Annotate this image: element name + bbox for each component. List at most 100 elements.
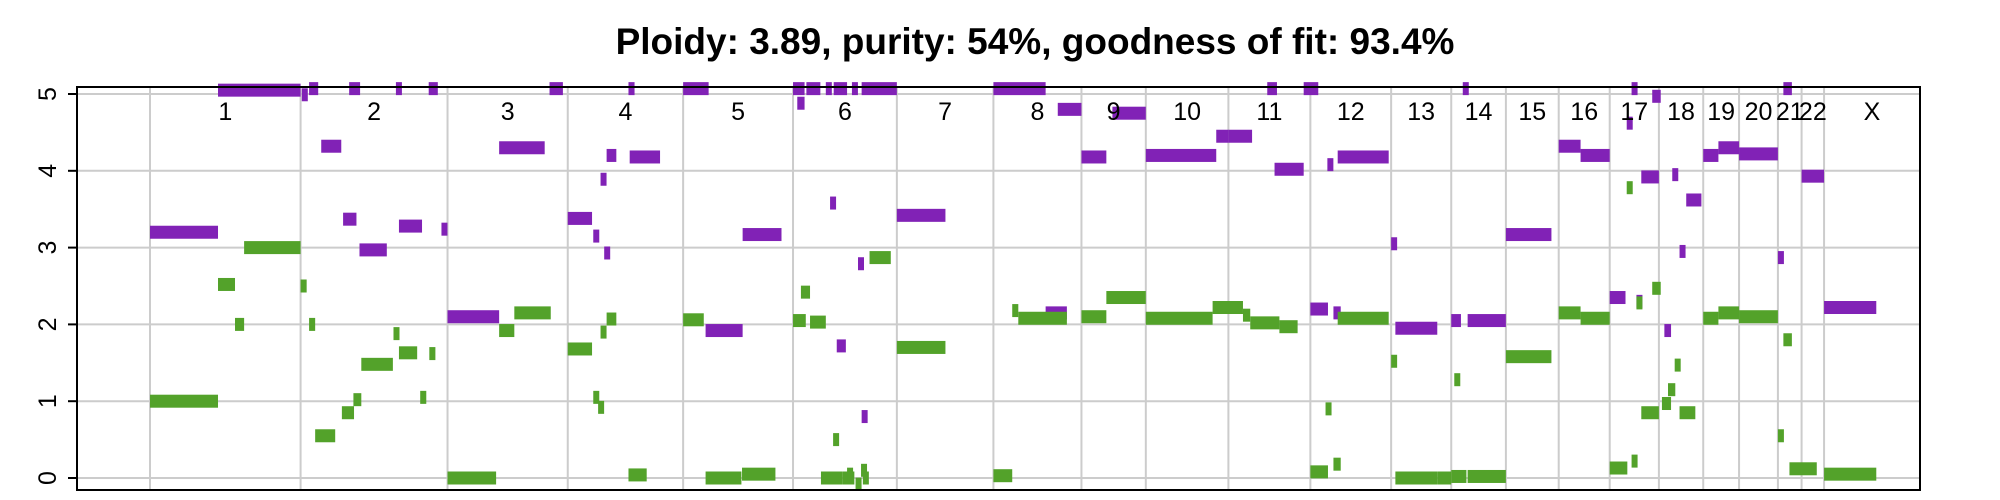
major-allele-segment (1718, 141, 1740, 155)
minor-allele-segment (598, 400, 605, 414)
minor-allele-segment (847, 467, 854, 481)
grid-lines (77, 87, 1920, 490)
minor-allele-segment (1081, 310, 1107, 324)
major-allele-segment (1783, 82, 1792, 96)
major-allele-segment (321, 139, 342, 153)
minor-allele-segment (600, 325, 607, 339)
major-allele-segment (1228, 129, 1253, 143)
minor-allele-segment (567, 342, 593, 356)
minor-allele-segment (1279, 320, 1298, 334)
minor-allele-segment (315, 429, 336, 443)
major-allele-segment (1081, 150, 1107, 164)
major-allele-segment (150, 225, 219, 239)
minor-allele-segment (742, 467, 776, 481)
major-allele-segment (1451, 314, 1461, 328)
major-allele-segment (629, 150, 661, 164)
major-allele-segment (398, 219, 423, 233)
major-allele-segment (1679, 244, 1686, 258)
minor-allele-segment (1777, 429, 1784, 443)
major-allele-segment (1274, 162, 1304, 176)
minor-allele-segment (353, 393, 362, 407)
minor-allele-segment (862, 471, 869, 485)
chromosome-label: 17 (1620, 98, 1648, 126)
minor-allele-segment (820, 471, 843, 485)
y-axis: 0 1 2 3 4 5 (34, 87, 77, 485)
major-allele-segment (309, 82, 319, 96)
major-allele-segment (1303, 82, 1319, 96)
minor-allele-segment (1018, 311, 1067, 325)
minor-allele-segment (1242, 308, 1251, 322)
minor-allele-segment (855, 477, 862, 491)
chromosome-label: 21 (1776, 98, 1804, 126)
chromosome-label: 16 (1570, 98, 1598, 126)
major-allele-segment (1395, 321, 1438, 335)
minor-allele-segment (833, 433, 840, 447)
major-allele-segment (833, 82, 848, 96)
major-allele-segment (499, 141, 545, 155)
minor-allele-segment (1679, 406, 1696, 420)
major-allele-segment (606, 148, 617, 162)
minor-allele-segment (393, 327, 400, 341)
chromosome-label: X (1864, 98, 1881, 126)
major-allele-segment (567, 211, 593, 225)
minor-allele-segment (1668, 383, 1676, 397)
minor-allele-segment (398, 346, 418, 360)
minor-allele-segment (1636, 296, 1643, 310)
chromosome-label: 5 (731, 98, 745, 126)
major-allele-segment (896, 208, 946, 222)
minor-allele-segment (300, 279, 307, 293)
major-allele-segment (705, 324, 743, 338)
minor-allele-segment (1012, 304, 1019, 318)
minor-allele-segment (1310, 465, 1328, 479)
minor-allele-segment (1395, 471, 1438, 485)
minor-allele-segment (1106, 291, 1146, 305)
major-allele-segment (1337, 150, 1389, 164)
major-allele-segment (600, 172, 607, 186)
chart-title: Ploidy: 3.89, purity: 54%, goodness of f… (616, 21, 1455, 62)
minor-allele-segment (1145, 311, 1213, 325)
minor-allele-segment (683, 313, 704, 327)
major-allele-segment (1558, 139, 1581, 153)
major-allele-segment (1739, 147, 1778, 161)
major-allele-segment (1652, 89, 1661, 103)
chromosome-label: 8 (1030, 98, 1044, 126)
minor-allele-segment (1325, 402, 1332, 416)
minor-allele-segment (1739, 310, 1778, 324)
y-tick-label: 5 (34, 87, 62, 101)
chromosome-label: 4 (618, 98, 632, 126)
major-allele-segment (1631, 82, 1638, 96)
minor-allele-segment (1437, 471, 1452, 485)
minor-allele-segment (1454, 373, 1461, 387)
major-allele-segment (793, 82, 805, 96)
minor-allele-segment (1718, 306, 1740, 320)
major-allele-segment (1310, 302, 1328, 316)
y-tick-label: 1 (34, 394, 62, 408)
major-allele-segment (447, 310, 500, 324)
chromosome-label: 3 (501, 98, 515, 126)
minor-allele-segment (1631, 454, 1638, 468)
minor-allele-segment (1789, 462, 1817, 476)
minor-allele-segment (1451, 469, 1467, 483)
chromosome-label: 12 (1337, 98, 1365, 126)
major-allele-segment (825, 82, 832, 96)
minor-allele-segment (1337, 311, 1389, 325)
chromosome-label: 18 (1667, 98, 1695, 126)
minor-allele-segment (1674, 358, 1681, 372)
major-allele-segment (428, 82, 438, 96)
minor-allele-segment (1505, 350, 1552, 364)
chromosome-label: 10 (1173, 98, 1201, 126)
minor-allele-segment (1212, 301, 1243, 315)
minor-allele-segment (1626, 181, 1633, 195)
major-allele-segment (349, 82, 361, 96)
major-allele-segment (628, 82, 635, 96)
minor-allele-segment (235, 317, 245, 331)
major-allele-segment (1112, 106, 1146, 120)
minor-allele-segment (150, 394, 219, 408)
minor-allele-segment (1580, 311, 1610, 325)
major-allele-segment (1505, 228, 1552, 242)
major-allele-segment (604, 246, 611, 260)
major-allele-segment (1686, 193, 1702, 207)
major-allele-segment (1609, 291, 1626, 305)
chromosome-label: 6 (838, 98, 852, 126)
